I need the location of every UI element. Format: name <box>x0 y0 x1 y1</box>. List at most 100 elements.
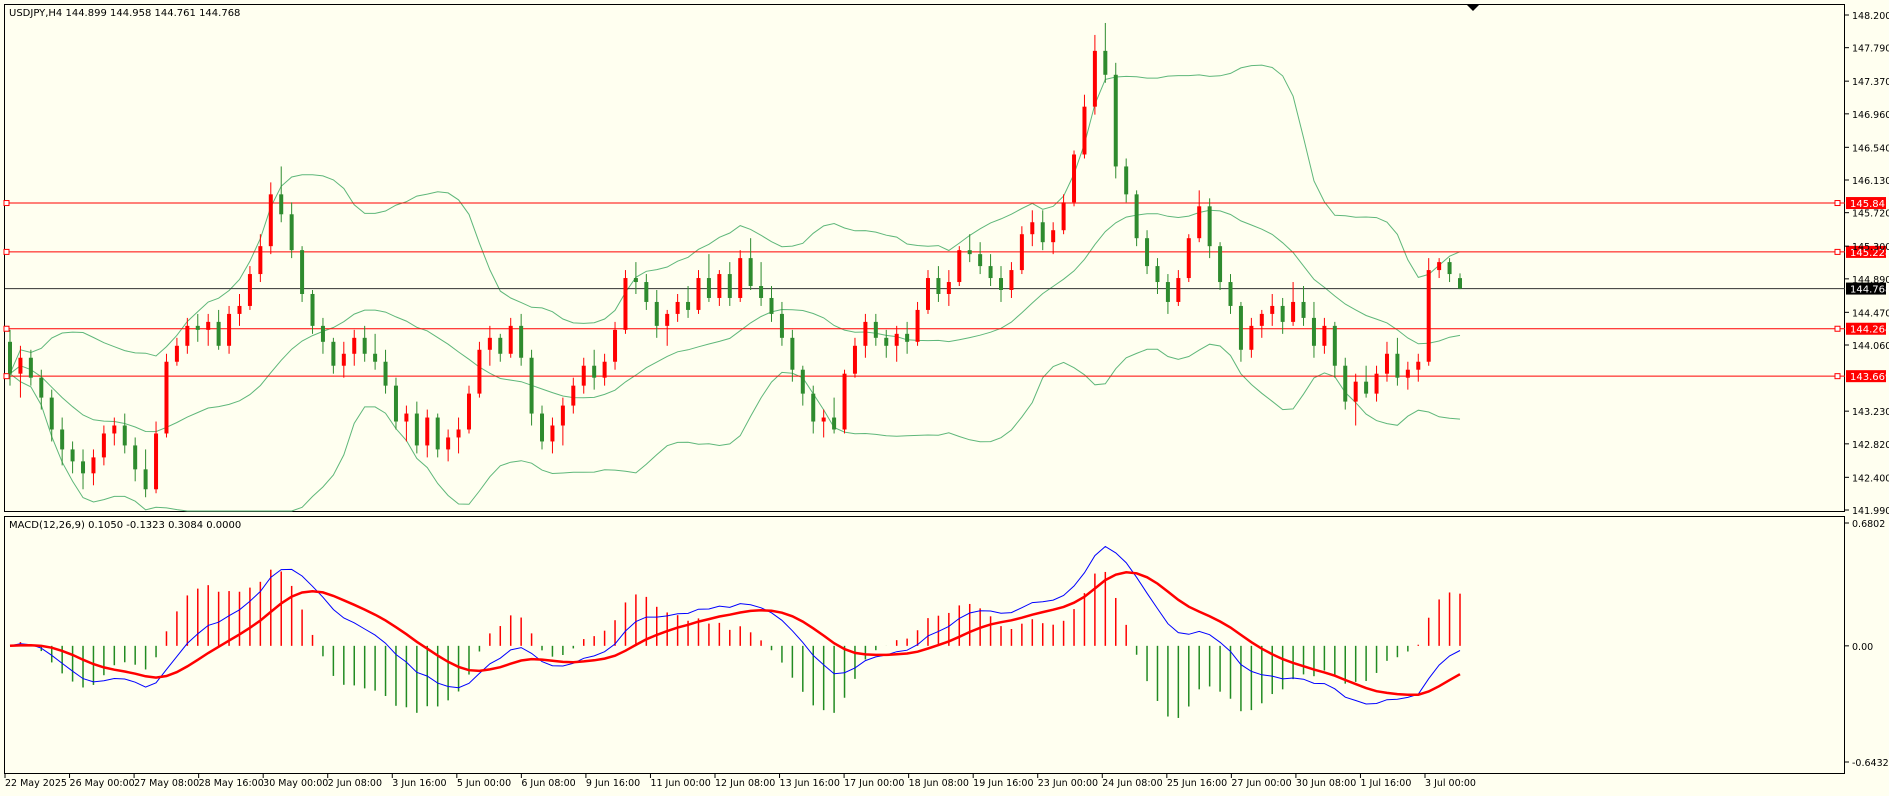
level-handle-right[interactable] <box>1834 373 1841 380</box>
level-handle-right[interactable] <box>1834 325 1841 332</box>
macd-axis-label: -0.6432 <box>1852 758 1889 769</box>
candle-body <box>279 194 284 215</box>
price-axis-label: 144.470 <box>1852 308 1889 319</box>
candle-body <box>1301 301 1306 318</box>
candle-body <box>446 437 451 450</box>
candle-body <box>206 321 211 330</box>
bb-lower-line <box>9 343 1461 512</box>
candle-body <box>237 305 242 314</box>
price-axis-label: 141.990 <box>1852 506 1889 517</box>
level-handle-left[interactable] <box>3 248 10 255</box>
time-axis-label: 25 Jun 16:00 <box>1167 778 1227 789</box>
candle-body <box>341 353 346 366</box>
candle-body <box>28 357 33 378</box>
time-axis-label: 3 Jun 16:00 <box>392 778 446 789</box>
candle-body <box>1197 206 1202 239</box>
time-axis-label: 27 Jun 00:00 <box>1231 778 1291 789</box>
candle-body <box>1395 353 1400 378</box>
candle-body <box>842 373 847 430</box>
candle-body <box>174 345 179 362</box>
macd-axis-label: 0.6802 <box>1852 519 1885 530</box>
candle-body <box>863 321 868 346</box>
level-handle-left[interactable] <box>3 200 10 207</box>
candle-body <box>393 385 398 422</box>
time-axis-label: 30 Jun 08:00 <box>1296 778 1356 789</box>
candle-body <box>39 377 44 398</box>
candle-body <box>456 429 461 438</box>
candle-body <box>101 433 106 458</box>
candle-body <box>185 325 190 346</box>
candle-body <box>665 313 670 326</box>
candle-body <box>320 325 325 342</box>
candle-body <box>373 353 378 362</box>
price-axis-label: 142.820 <box>1852 440 1889 451</box>
level-price-tag <box>1846 245 1886 258</box>
price-axis-label: 143.230 <box>1852 407 1889 418</box>
time-axis-label: 17 Jun 00:00 <box>844 778 904 789</box>
macd-layer <box>9 545 1461 718</box>
macd-header: MACD(12,26,9) 0.1050 -0.1323 0.3084 0.00… <box>9 520 241 531</box>
candle-body <box>686 301 691 310</box>
candle-body <box>1072 154 1077 203</box>
candle-body <box>1113 74 1118 167</box>
candle-body <box>769 297 774 314</box>
candle-body <box>70 449 75 462</box>
bb-upper-line <box>9 64 1461 374</box>
candle-body <box>1416 361 1421 370</box>
level-price-label: 143.669 <box>1850 372 1889 383</box>
candle-body <box>1259 313 1264 326</box>
candle-body <box>571 385 576 406</box>
level-handle-right[interactable] <box>1834 248 1841 255</box>
level-handle-left[interactable] <box>3 373 10 380</box>
candle-body <box>425 417 430 446</box>
time-axis-label: 19 Jun 16:00 <box>973 778 1033 789</box>
price-axis-label: 146.540 <box>1852 143 1889 154</box>
candle-body <box>49 397 54 430</box>
candle-body <box>540 413 545 442</box>
candle-body <box>946 282 951 294</box>
candle-body <box>560 405 565 426</box>
candle-body <box>258 246 263 275</box>
bid-price-tag <box>1846 282 1886 295</box>
candle-body <box>154 433 159 490</box>
candle-body <box>1437 262 1442 271</box>
candle-body <box>352 337 357 354</box>
price-axis-label: 147.790 <box>1852 44 1889 55</box>
candle-body <box>1291 301 1296 322</box>
candle-body <box>289 214 294 251</box>
price-axis-label: 146.130 <box>1852 176 1889 187</box>
time-axis-label: 9 Jun 16:00 <box>586 778 640 789</box>
shift-marker-icon[interactable] <box>1466 4 1480 11</box>
candle-body <box>581 365 586 386</box>
candle-body <box>1082 106 1087 155</box>
candle-body <box>529 357 534 414</box>
candle-body <box>1165 282 1170 302</box>
candle-body <box>967 250 972 255</box>
candle-body <box>884 337 889 346</box>
candle-body <box>1311 317 1316 346</box>
candle-body <box>216 321 221 346</box>
candle-body <box>1426 270 1431 362</box>
time-axis-label: 5 Jun 00:00 <box>457 778 511 789</box>
candle-body <box>811 393 816 422</box>
candle-body <box>675 301 680 314</box>
time-axis: 22 May 2025 26 May 00:00 27 May 08:00 28 Ma… <box>4 774 1476 789</box>
candle-body <box>613 329 618 362</box>
candle-body <box>1155 266 1160 283</box>
price-axis-label: 142.400 <box>1852 473 1889 484</box>
candle-body <box>1145 238 1150 267</box>
candle-body <box>300 250 305 294</box>
horizontal-levels[interactable]: 145.841 145.228 144.264 143.669 144.768 <box>3 197 1889 383</box>
signal-line <box>9 571 1461 697</box>
bollinger-bands <box>9 64 1461 512</box>
candle-body <box>331 341 336 366</box>
candle-body <box>1249 325 1254 350</box>
candle-body <box>915 309 920 342</box>
level-handle-left[interactable] <box>3 325 10 332</box>
price-axis-label: 145.720 <box>1852 209 1889 220</box>
candle-body <box>1280 305 1285 322</box>
candle-body <box>696 278 701 310</box>
level-handle-right[interactable] <box>1834 200 1841 207</box>
